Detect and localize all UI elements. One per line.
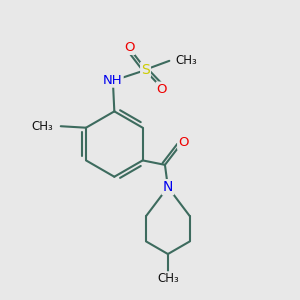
Text: O: O — [157, 82, 167, 96]
Text: NH: NH — [103, 74, 123, 87]
Text: O: O — [178, 136, 189, 149]
Text: O: O — [124, 41, 134, 54]
Text: N: N — [163, 180, 173, 194]
Text: CH₃: CH₃ — [32, 120, 53, 133]
Text: S: S — [141, 63, 150, 77]
Text: CH₃: CH₃ — [175, 54, 197, 67]
Text: CH₃: CH₃ — [157, 272, 179, 285]
Text: N: N — [163, 180, 173, 194]
